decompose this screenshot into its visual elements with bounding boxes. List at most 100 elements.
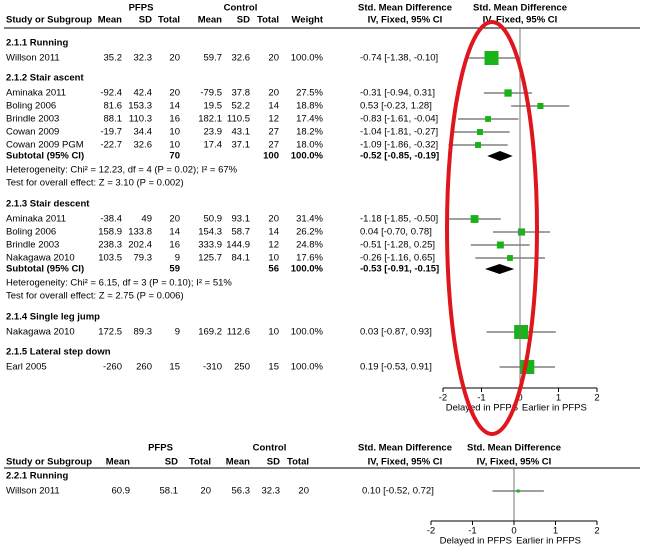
ci-text: -1.04 [-1.81, -0.27] (360, 127, 438, 138)
cell: 133.8 (128, 227, 152, 238)
cell: 18.8% (296, 101, 323, 112)
column-header: Mean (98, 15, 122, 26)
cell: 20 (169, 53, 180, 64)
effect-box (475, 142, 482, 148)
cell: 60.9 (112, 486, 131, 497)
cell: 37.8 (232, 88, 251, 99)
ci-text: -0.31 [-0.94, 0.31] (360, 88, 435, 99)
cell: 84.1 (232, 253, 251, 264)
cell: 81.6 (104, 101, 123, 112)
cell: 260 (136, 362, 152, 373)
x-tick-label: 1 (556, 393, 561, 404)
effect-box (496, 241, 504, 249)
axis-caption-right: Earlier in PFPS (516, 536, 581, 547)
cell: 250 (234, 362, 250, 373)
effect-box (537, 102, 544, 110)
cell: -79.5 (200, 88, 222, 99)
row-label: Brindle 2003 (6, 114, 59, 125)
column-header: Mean (106, 457, 130, 468)
effect-box (517, 228, 526, 236)
cell: 20 (298, 486, 309, 497)
cell: 17.4% (296, 114, 323, 125)
cell: 12 (268, 240, 279, 251)
cell: 20 (268, 53, 279, 64)
cell: 20 (268, 88, 279, 99)
cell: 10 (268, 253, 279, 264)
column-header: SD (139, 15, 152, 26)
subtotal-diamond (487, 151, 513, 161)
highlight-ellipse (445, 20, 539, 436)
cell: 110.5 (227, 114, 250, 125)
cell: 9 (175, 327, 180, 338)
group-title: 2.1.4 Single leg jump (6, 312, 100, 323)
cell: 16 (169, 240, 180, 251)
cell: 14 (268, 227, 279, 238)
cell: 70 (169, 151, 180, 162)
row-label: Willson 2011 (6, 486, 60, 497)
column-header: Weight (292, 15, 324, 26)
effect-box (485, 116, 491, 122)
group-header: PFPS (148, 443, 173, 454)
ci-text: -0.52 [-0.85, -0.19] (360, 151, 439, 162)
axis-caption-left: Delayed in PFPS (446, 403, 518, 414)
x-tick-label: 0 (517, 393, 522, 404)
cell: 58.1 (160, 486, 179, 497)
cell: -22.7 (100, 140, 122, 151)
group-title: 2.2.1 Running (6, 471, 68, 482)
cell: 56 (268, 264, 279, 275)
cell: 15 (169, 362, 180, 373)
cell: 14 (268, 101, 279, 112)
cell: 19.5 (204, 101, 223, 112)
column-header: IV, Fixed, 95% CI (477, 457, 552, 468)
cell: 100.0% (291, 362, 324, 373)
cell: 20 (169, 88, 180, 99)
ci-text: -0.83 [-1.61, -0.04] (360, 114, 438, 125)
axis-caption-right: Earlier in PFPS (522, 403, 587, 414)
cell: -310 (203, 362, 222, 373)
ci-text: 0.10 [-0.52, 0.72] (362, 486, 434, 497)
cell: -260 (103, 362, 122, 373)
cell: 93.1 (232, 214, 251, 225)
column-header: Total (158, 15, 180, 26)
cell: 153.3 (128, 101, 152, 112)
cell: 52.2 (232, 101, 251, 112)
cell: 172.5 (98, 327, 122, 338)
group-header: Std. Mean Difference (473, 3, 567, 14)
cell: 103.5 (98, 253, 122, 264)
x-tick-label: -1 (477, 393, 485, 404)
group-title: 2.1.2 Stair ascent (6, 73, 84, 84)
column-header: IV, Fixed, 95% CI (368, 457, 443, 468)
ci-text: -1.09 [-1.86, -0.32] (360, 140, 438, 151)
cell: 32.6 (232, 53, 251, 64)
row-label: Willson 2011 (6, 53, 60, 64)
cell: 10 (169, 127, 180, 138)
cell: 37.1 (232, 140, 251, 151)
cell: 32.3 (262, 486, 281, 497)
row-label: Brindle 2003 (6, 240, 59, 251)
cell: -19.7 (100, 127, 122, 138)
cell: 110.3 (129, 114, 152, 125)
column-header: SD (237, 15, 250, 26)
cell: 14 (169, 227, 180, 238)
cell: 100.0% (291, 53, 324, 64)
x-tick-label: -1 (468, 526, 476, 537)
column-header: Mean (198, 15, 222, 26)
effect-box (504, 89, 512, 97)
effect-box (514, 325, 529, 339)
cell: 16 (169, 114, 180, 125)
cell: 15 (268, 362, 279, 373)
group-header: Std. Mean Difference (358, 443, 452, 454)
row-label: Boling 2006 (6, 101, 56, 112)
row-label: Earl 2005 (6, 362, 47, 373)
ci-text: -0.26 [-1.16, 0.65] (360, 253, 435, 264)
column-header: IV, Fixed, 95% CI (483, 15, 558, 26)
overall-test: Test for overall effect: Z = 3.10 (P = 0… (6, 178, 184, 189)
cell: 20 (268, 214, 279, 225)
group-header: Std. Mean Difference (467, 443, 561, 454)
x-tick-label: 2 (594, 393, 599, 404)
cell: 169.2 (198, 327, 222, 338)
heterogeneity: Heterogeneity: Chi² = 12.23, df = 4 (P =… (6, 165, 238, 176)
cell: 20 (200, 486, 211, 497)
group-title: 2.1.1 Running (6, 38, 68, 49)
cell: 50.9 (204, 214, 223, 225)
